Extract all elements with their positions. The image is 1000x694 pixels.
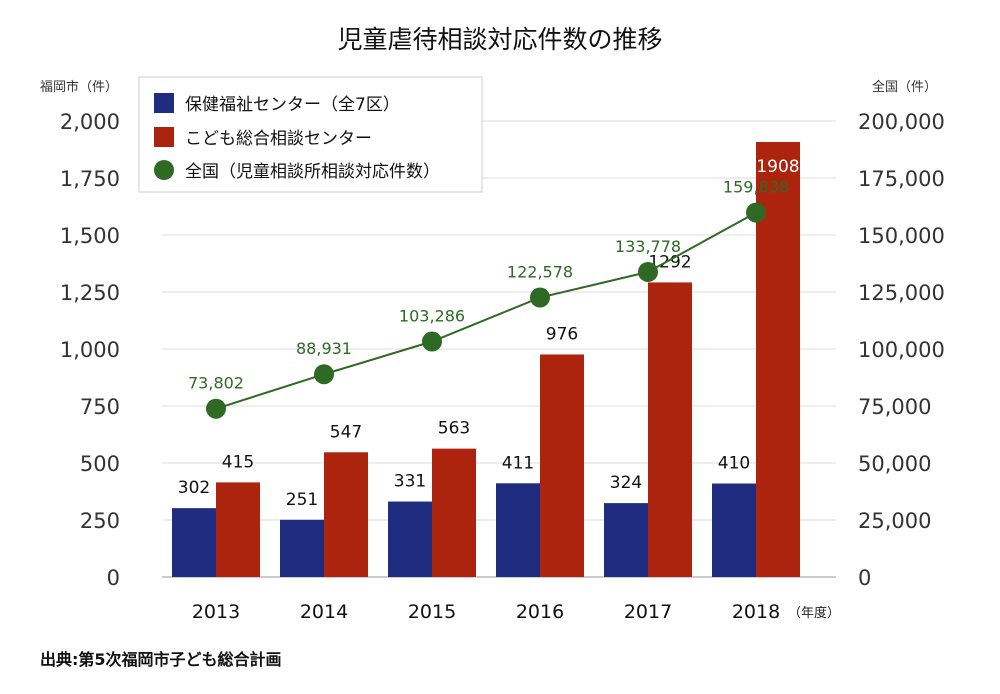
x-tick-label: 2015	[408, 601, 456, 623]
legend-swatch-red	[154, 127, 174, 147]
bar-hoken-2016	[496, 483, 540, 577]
point-zenkoku-2013	[206, 398, 226, 419]
bar-hoken-2017	[604, 503, 648, 577]
bar-kodomo-2014	[324, 452, 368, 577]
left-tick-label: 1,250	[60, 281, 120, 305]
bar-hoken-2013	[172, 508, 216, 577]
left-axis-label: 福岡市（件）	[40, 79, 118, 95]
bar-kodomo-2016	[540, 354, 584, 577]
bar-hoken-2014	[280, 519, 324, 577]
bar-label-hoken: 410	[718, 454, 750, 474]
right-tick-label: 150,000	[858, 224, 945, 248]
legend-label-1: こども総合相談センター	[185, 129, 372, 149]
x-tick-label: 2016	[516, 601, 564, 623]
right-tick-label: 175,000	[858, 167, 945, 191]
left-tick-label: 1,500	[60, 224, 120, 248]
legend-marker-green	[154, 160, 174, 180]
point-label-zenkoku: 103,286	[399, 307, 465, 326]
left-tick-label: 250	[80, 509, 120, 533]
right-tick-label: 75,000	[858, 395, 931, 419]
bar-label-kodomo: 563	[438, 419, 470, 439]
right-tick-label: 100,000	[858, 338, 945, 362]
bar-label-kodomo: 415	[222, 452, 254, 472]
right-axis-label: 全国（件）	[872, 79, 937, 95]
point-label-zenkoku: 133,778	[615, 237, 681, 256]
bar-kodomo-2015	[432, 448, 476, 577]
left-tick-label: 2,000	[60, 110, 120, 134]
x-tick-label: 2013	[192, 601, 240, 623]
bar-label-hoken: 302	[178, 478, 210, 498]
bar-label-hoken: 324	[610, 473, 642, 493]
left-tick-label: 0	[107, 566, 120, 590]
legend-box	[138, 76, 483, 193]
bar-hoken-2015	[388, 501, 432, 577]
left-tick-label: 500	[80, 452, 120, 476]
point-label-zenkoku: 73,802	[188, 374, 244, 393]
left-tick-label: 1,000	[60, 338, 120, 362]
line-zenkoku	[215, 211, 757, 410]
left-tick-label: 750	[80, 395, 120, 419]
legend: 保健福祉センター（全7区） こども総合相談センター 全国（児童相談所相談対応件数…	[138, 76, 483, 193]
bar-hoken-2018	[712, 483, 756, 577]
point-zenkoku-2014	[314, 364, 334, 385]
bar-label-hoken: 411	[502, 453, 534, 473]
chart-title: 児童虐待相談対応件数の推移	[337, 25, 662, 54]
bar-kodomo-2017	[648, 282, 692, 577]
bar-label-hoken: 251	[286, 490, 318, 510]
left-tick-label: 1,750	[60, 167, 120, 191]
x-tick-label: 2017	[624, 601, 672, 623]
x-tick-label: 2018	[732, 601, 780, 623]
legend-label-0: 保健福祉センター（全7区）	[185, 95, 400, 115]
bar-label-kodomo: 1908	[756, 157, 799, 177]
legend-swatch-blue	[154, 93, 174, 113]
source-note: 出典:第5次福岡市子ども総合計画	[40, 650, 282, 669]
bar-label-hoken: 331	[394, 472, 426, 492]
point-label-zenkoku: 122,578	[507, 263, 573, 282]
right-tick-label: 0	[858, 566, 871, 590]
point-zenkoku-2016	[530, 287, 550, 308]
bar-label-kodomo: 976	[546, 324, 578, 344]
point-label-zenkoku: 88,931	[296, 339, 352, 358]
bar-label-kodomo: 1292	[648, 252, 691, 272]
point-label-zenkoku: 159,838	[723, 178, 789, 197]
point-zenkoku-2015	[422, 331, 442, 352]
bar-label-kodomo: 547	[330, 422, 362, 442]
legend-label-2: 全国（児童相談所相談対応件数）	[185, 162, 440, 182]
right-tick-label: 25,000	[858, 509, 931, 533]
right-tick-label: 50,000	[858, 452, 931, 476]
right-tick-label: 125,000	[858, 281, 945, 305]
x-unit-label: （年度）	[788, 605, 840, 621]
point-zenkoku-2018	[746, 202, 766, 223]
x-tick-label: 2014	[300, 601, 348, 623]
point-zenkoku-2017	[638, 261, 658, 282]
right-tick-label: 200,000	[858, 110, 945, 134]
bar-kodomo-2013	[216, 482, 260, 577]
